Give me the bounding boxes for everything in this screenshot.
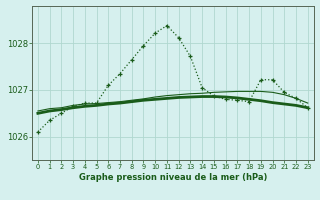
X-axis label: Graphe pression niveau de la mer (hPa): Graphe pression niveau de la mer (hPa): [79, 173, 267, 182]
